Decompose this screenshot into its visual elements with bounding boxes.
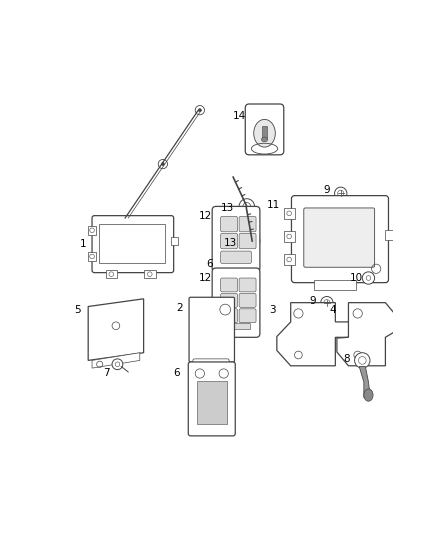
Bar bbox=[145, 270, 156, 278]
Circle shape bbox=[239, 199, 254, 214]
Text: 12: 12 bbox=[198, 212, 212, 221]
Text: 6: 6 bbox=[173, 368, 180, 378]
FancyBboxPatch shape bbox=[239, 233, 256, 249]
Text: 7: 7 bbox=[103, 368, 110, 378]
Text: 11: 11 bbox=[266, 200, 279, 210]
Text: 9: 9 bbox=[310, 296, 316, 306]
Text: 9: 9 bbox=[324, 185, 330, 195]
Text: 14: 14 bbox=[233, 110, 246, 120]
FancyBboxPatch shape bbox=[221, 309, 237, 322]
Circle shape bbox=[321, 296, 333, 309]
FancyBboxPatch shape bbox=[188, 362, 235, 436]
Bar bbox=[284, 208, 295, 219]
Bar bbox=[284, 254, 295, 265]
Bar bbox=[99, 224, 165, 263]
Polygon shape bbox=[88, 299, 144, 360]
Circle shape bbox=[248, 237, 256, 245]
FancyBboxPatch shape bbox=[221, 294, 237, 308]
Bar bbox=[88, 252, 96, 261]
Bar bbox=[194, 365, 228, 371]
Polygon shape bbox=[337, 303, 397, 366]
Bar bbox=[171, 237, 177, 245]
Text: 6: 6 bbox=[207, 259, 213, 269]
Ellipse shape bbox=[261, 137, 268, 142]
FancyBboxPatch shape bbox=[239, 294, 256, 308]
Text: 8: 8 bbox=[343, 354, 350, 364]
Circle shape bbox=[362, 272, 374, 284]
Text: 4: 4 bbox=[330, 305, 336, 316]
Circle shape bbox=[90, 228, 94, 232]
FancyBboxPatch shape bbox=[239, 278, 256, 292]
Bar bbox=[88, 225, 96, 235]
Text: 13: 13 bbox=[224, 238, 237, 248]
Bar bbox=[314, 280, 356, 290]
FancyBboxPatch shape bbox=[291, 196, 389, 282]
Bar bbox=[106, 270, 117, 278]
Ellipse shape bbox=[254, 119, 276, 147]
Text: 3: 3 bbox=[269, 305, 276, 316]
FancyBboxPatch shape bbox=[212, 268, 260, 337]
Circle shape bbox=[198, 109, 201, 112]
Text: 12: 12 bbox=[198, 273, 212, 283]
Circle shape bbox=[148, 272, 152, 277]
Circle shape bbox=[112, 359, 123, 370]
FancyBboxPatch shape bbox=[245, 104, 284, 155]
FancyBboxPatch shape bbox=[221, 216, 237, 232]
Text: 1: 1 bbox=[79, 239, 86, 249]
FancyBboxPatch shape bbox=[221, 278, 237, 292]
Circle shape bbox=[355, 353, 370, 368]
Circle shape bbox=[90, 254, 94, 259]
Ellipse shape bbox=[364, 389, 373, 401]
Polygon shape bbox=[277, 303, 349, 366]
Polygon shape bbox=[359, 367, 370, 399]
FancyBboxPatch shape bbox=[221, 233, 237, 249]
FancyBboxPatch shape bbox=[221, 324, 251, 329]
Text: 2: 2 bbox=[177, 303, 183, 313]
Text: 10: 10 bbox=[350, 273, 363, 283]
Circle shape bbox=[244, 233, 260, 249]
FancyBboxPatch shape bbox=[221, 251, 251, 263]
Polygon shape bbox=[92, 353, 140, 368]
Circle shape bbox=[195, 106, 205, 115]
Circle shape bbox=[109, 272, 113, 277]
Bar bbox=[284, 231, 295, 242]
FancyBboxPatch shape bbox=[304, 208, 374, 267]
Circle shape bbox=[243, 203, 251, 210]
FancyBboxPatch shape bbox=[239, 216, 256, 232]
Circle shape bbox=[335, 187, 347, 199]
Text: 13: 13 bbox=[221, 203, 234, 213]
FancyBboxPatch shape bbox=[193, 359, 229, 373]
Text: 5: 5 bbox=[74, 305, 81, 316]
Circle shape bbox=[158, 159, 167, 168]
FancyBboxPatch shape bbox=[212, 206, 260, 272]
FancyBboxPatch shape bbox=[239, 309, 256, 322]
Bar bbox=[262, 126, 267, 140]
Bar bbox=[385, 230, 396, 240]
FancyBboxPatch shape bbox=[92, 216, 173, 273]
FancyBboxPatch shape bbox=[189, 297, 234, 362]
Circle shape bbox=[161, 163, 164, 166]
Bar bbox=[197, 381, 227, 424]
